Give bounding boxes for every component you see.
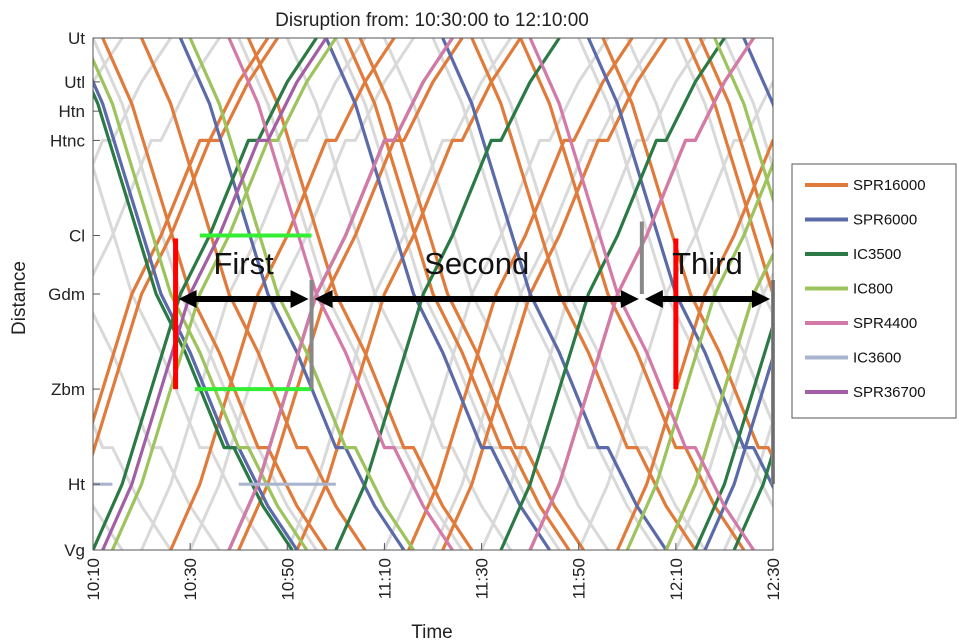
background-path xyxy=(480,38,707,550)
y-tick-label: Vg xyxy=(64,541,85,560)
series-line-spr16000 xyxy=(93,38,279,458)
x-tick-label: 10:50 xyxy=(278,558,297,601)
series-line-spr16000 xyxy=(601,38,773,461)
background-path xyxy=(93,310,221,550)
background-path xyxy=(577,38,773,509)
legend-entry: IC3600 xyxy=(853,350,901,367)
series-line-spr16000 xyxy=(93,38,270,427)
phase-label: First xyxy=(213,246,274,281)
series-line-spr6000 xyxy=(586,38,773,491)
series-line-ic800 xyxy=(713,38,773,205)
y-tick-label: Cl xyxy=(69,226,85,245)
series-line-spr16000 xyxy=(344,38,571,550)
chart-title: Disruption from: 10:30:00 to 12:10:00 xyxy=(275,10,589,31)
y-tick-label: Zbm xyxy=(51,380,85,399)
background-path xyxy=(431,38,658,550)
phase-arrow-head xyxy=(314,290,333,308)
series-line-ic800 xyxy=(188,38,415,550)
series-line-spr4400 xyxy=(227,38,454,550)
legend-entry: SPR4400 xyxy=(853,315,917,332)
legend-box xyxy=(791,163,957,419)
background-path xyxy=(480,38,707,550)
series-line-ic3500 xyxy=(93,38,318,550)
series-line-spr4400 xyxy=(528,38,755,550)
phase-arrow-head xyxy=(644,290,663,308)
y-tick-label: Gdm xyxy=(48,285,85,304)
series-line-spr6000 xyxy=(703,351,773,550)
legend-entry: SPR16000 xyxy=(853,177,926,194)
y-tick-label: Htn xyxy=(59,102,85,121)
x-tick-label: 11:30 xyxy=(473,558,492,599)
legend-entry: SPR6000 xyxy=(853,212,917,229)
series-line-spr6000 xyxy=(324,38,551,550)
background-path xyxy=(674,38,773,317)
series-line-ic3500 xyxy=(499,38,726,550)
x-tick-label: 10:10 xyxy=(84,558,103,601)
x-axis-label: Time xyxy=(411,622,453,643)
phase-arrow-head xyxy=(620,290,639,308)
x-tick-label: 12:30 xyxy=(764,558,783,601)
phase-label: Third xyxy=(672,246,743,281)
series-line-spr16000 xyxy=(684,38,773,298)
series-lines xyxy=(93,38,773,550)
series-line-spr16000 xyxy=(101,38,328,550)
series-line-spr16000 xyxy=(441,38,668,550)
x-tick-label: 12:10 xyxy=(667,558,686,601)
series-line-spr6000 xyxy=(93,77,299,550)
background-path xyxy=(93,38,221,278)
background-path xyxy=(93,38,318,550)
background-path xyxy=(140,38,367,550)
series-line-ic800 xyxy=(625,159,773,550)
background-path xyxy=(237,38,464,550)
phase-arrow-head xyxy=(178,290,197,308)
y-axis-label: Distance xyxy=(9,261,30,335)
series-line-spr16000 xyxy=(169,38,396,550)
background-path xyxy=(285,38,512,550)
series-line-spr16000 xyxy=(518,38,746,550)
legend-entry: IC800 xyxy=(853,281,893,298)
legend: SPR16000 SPR6000 IC3500 IC800 SPR4400 IC3600 S… xyxy=(791,163,957,419)
y-tick-label: Htnc xyxy=(50,131,85,150)
series-line-spr6000 xyxy=(178,38,406,550)
y-tick-label: Ht xyxy=(68,475,85,494)
background-path xyxy=(383,38,610,550)
legend-entry: IC3500 xyxy=(853,246,901,263)
x-tick-label: 11:10 xyxy=(375,558,394,599)
series-line-spr36700 xyxy=(101,38,328,550)
background-path xyxy=(93,419,172,550)
background-path xyxy=(93,162,270,550)
phase-arrow-head xyxy=(290,290,309,308)
series-line-spr16000 xyxy=(470,38,697,550)
series-line-spr16000 xyxy=(140,38,367,550)
series-line-spr16000 xyxy=(407,38,634,550)
y-tick-label: Utl xyxy=(64,73,85,92)
y-tick-label: Ut xyxy=(68,29,85,48)
background-path xyxy=(625,38,773,428)
series-line-ic800 xyxy=(110,38,338,550)
series-line-spr16000 xyxy=(237,38,464,550)
series-line-spr16000 xyxy=(616,138,773,550)
phase-label: Second xyxy=(424,246,529,281)
phase-arrow-head xyxy=(752,290,770,308)
series-line-spr16000 xyxy=(698,38,773,252)
legend-entry: SPR36700 xyxy=(853,384,926,401)
background-path xyxy=(674,271,773,550)
x-tick-label: 11:50 xyxy=(570,558,589,599)
series-line-ic800 xyxy=(664,251,773,550)
x-tick-label: 10:30 xyxy=(181,558,200,601)
background-path xyxy=(723,415,773,550)
series-line-spr4400 xyxy=(227,38,454,550)
background-path xyxy=(383,38,610,550)
disruption-overlay: First Second Third xyxy=(173,221,775,485)
series-line-ic3500 xyxy=(693,320,773,550)
background-path xyxy=(93,38,172,169)
series-line-ic800 xyxy=(93,55,309,550)
series-line-spr4400 xyxy=(528,38,755,550)
